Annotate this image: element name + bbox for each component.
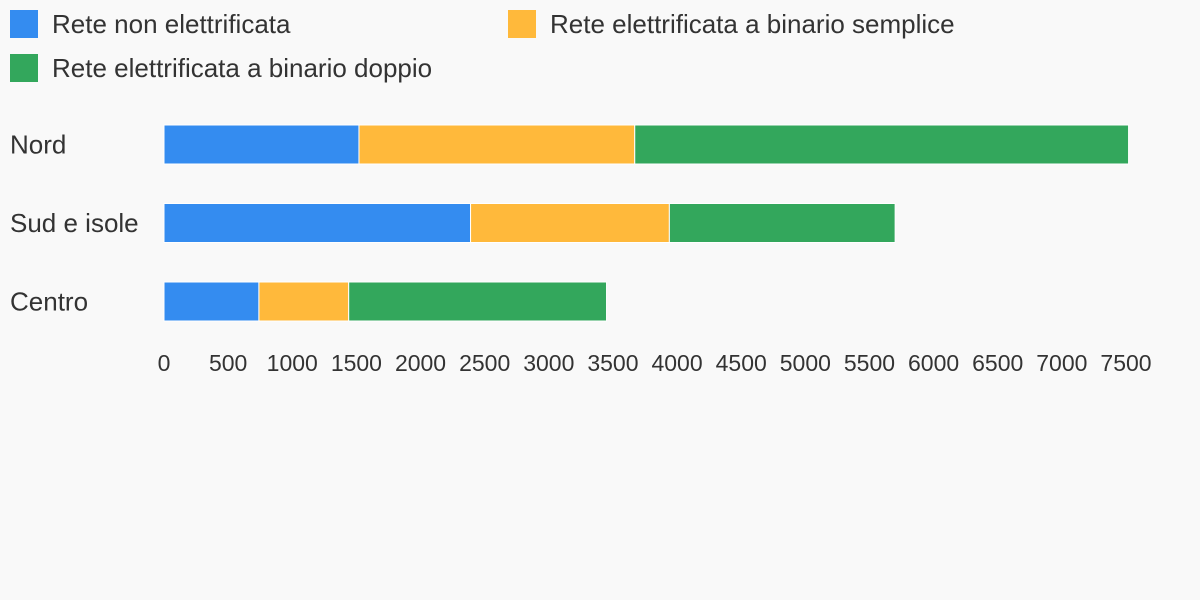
category-label: Nord — [10, 130, 66, 160]
legend-swatch — [10, 10, 38, 38]
legend-item-non-elettrificata[interactable]: Rete non elettrificata — [10, 6, 290, 42]
x-tick-label: 5000 — [780, 350, 831, 376]
bar-segment[interactable] — [668, 203, 896, 243]
x-tick-label: 500 — [209, 350, 247, 376]
x-tick-label: 1000 — [267, 350, 318, 376]
bar-segment[interactable] — [163, 281, 260, 322]
x-tick-label: 1500 — [331, 350, 382, 376]
category-label: Sud e isole — [10, 208, 139, 238]
legend-swatch — [508, 10, 536, 38]
x-tick-label: 3000 — [523, 350, 574, 376]
x-tick-label: 0 — [158, 350, 171, 376]
bar-segment[interactable] — [358, 124, 636, 165]
legend: Rete non elettrificata Rete elettrificat… — [0, 0, 1200, 100]
bar-segment[interactable] — [634, 124, 1130, 165]
x-tick-label: 2000 — [395, 350, 446, 376]
x-tick-label: 4500 — [716, 350, 767, 376]
legend-label: Rete non elettrificata — [52, 9, 291, 39]
x-tick-label: 5500 — [844, 350, 895, 376]
bar-segment[interactable] — [470, 203, 670, 243]
legend-swatch — [10, 54, 38, 82]
x-tick-label: 7500 — [1100, 350, 1151, 376]
bar-segment[interactable] — [348, 281, 608, 322]
bar-segment[interactable] — [258, 281, 350, 322]
legend-label: Rete elettrificata a binario doppio — [52, 53, 433, 83]
category-label: Centro — [10, 287, 88, 317]
legend-item-binario-doppio[interactable]: Rete elettrificata a binario doppio — [10, 50, 432, 86]
x-tick-label: 7000 — [1036, 350, 1087, 376]
x-tick-label: 4000 — [651, 350, 702, 376]
bar-segment[interactable] — [163, 203, 472, 243]
x-tick-label: 3500 — [587, 350, 638, 376]
x-tick-label: 6000 — [908, 350, 959, 376]
x-tick-label: 6500 — [972, 350, 1023, 376]
legend-label: Rete elettrificata a binario semplice — [550, 9, 955, 39]
legend-item-binario-semplice[interactable]: Rete elettrificata a binario semplice — [508, 6, 955, 42]
x-tick-label: 2500 — [459, 350, 510, 376]
bar-segment[interactable] — [163, 124, 360, 165]
